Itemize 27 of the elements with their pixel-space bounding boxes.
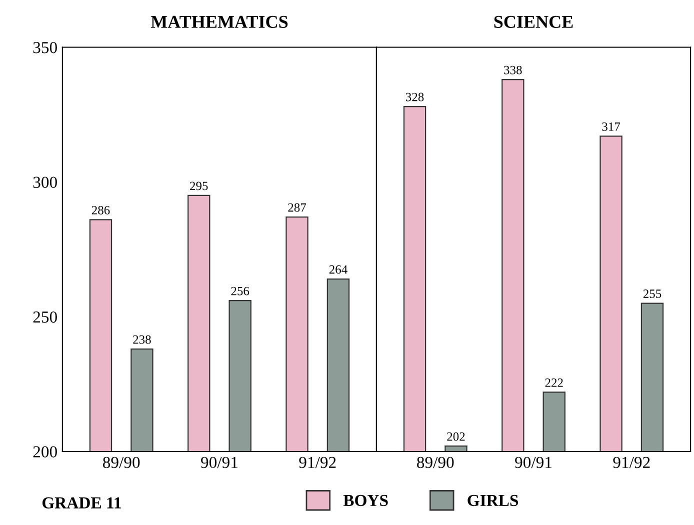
data-label: 255 <box>643 290 662 298</box>
legend-label: GIRLS <box>468 494 518 506</box>
chart-title: MATHEMATICS <box>150 16 288 28</box>
chart-title: SCIENCE <box>494 16 573 28</box>
legend-label: BOYS <box>343 494 388 506</box>
y-tick-label: 350 <box>33 42 57 54</box>
data-label: 338 <box>504 66 522 74</box>
y-tick-label: 250 <box>33 311 57 323</box>
data-label: 287 <box>288 203 306 212</box>
y-tick-label: 200 <box>33 446 57 458</box>
data-label: 202 <box>447 432 465 441</box>
data-label: 328 <box>406 92 424 102</box>
data-label: 264 <box>329 265 348 274</box>
x-tick-label: 89/90 <box>417 456 454 468</box>
data-label: 286 <box>92 206 110 214</box>
y-tick-label: 300 <box>33 176 57 188</box>
data-label: 256 <box>231 286 250 296</box>
legend-title: GRADE 11 <box>42 497 121 508</box>
x-tick-label: 90/91 <box>515 456 552 468</box>
data-label: 238 <box>133 335 151 344</box>
x-tick-label: 89/90 <box>102 456 140 468</box>
x-tick-label: 91/92 <box>299 456 336 468</box>
x-tick-label: 90/91 <box>201 456 238 468</box>
data-label: 222 <box>545 378 563 387</box>
data-label: 295 <box>190 182 208 190</box>
data-label: 317 <box>602 122 620 131</box>
x-tick-label: 91/92 <box>613 456 650 468</box>
